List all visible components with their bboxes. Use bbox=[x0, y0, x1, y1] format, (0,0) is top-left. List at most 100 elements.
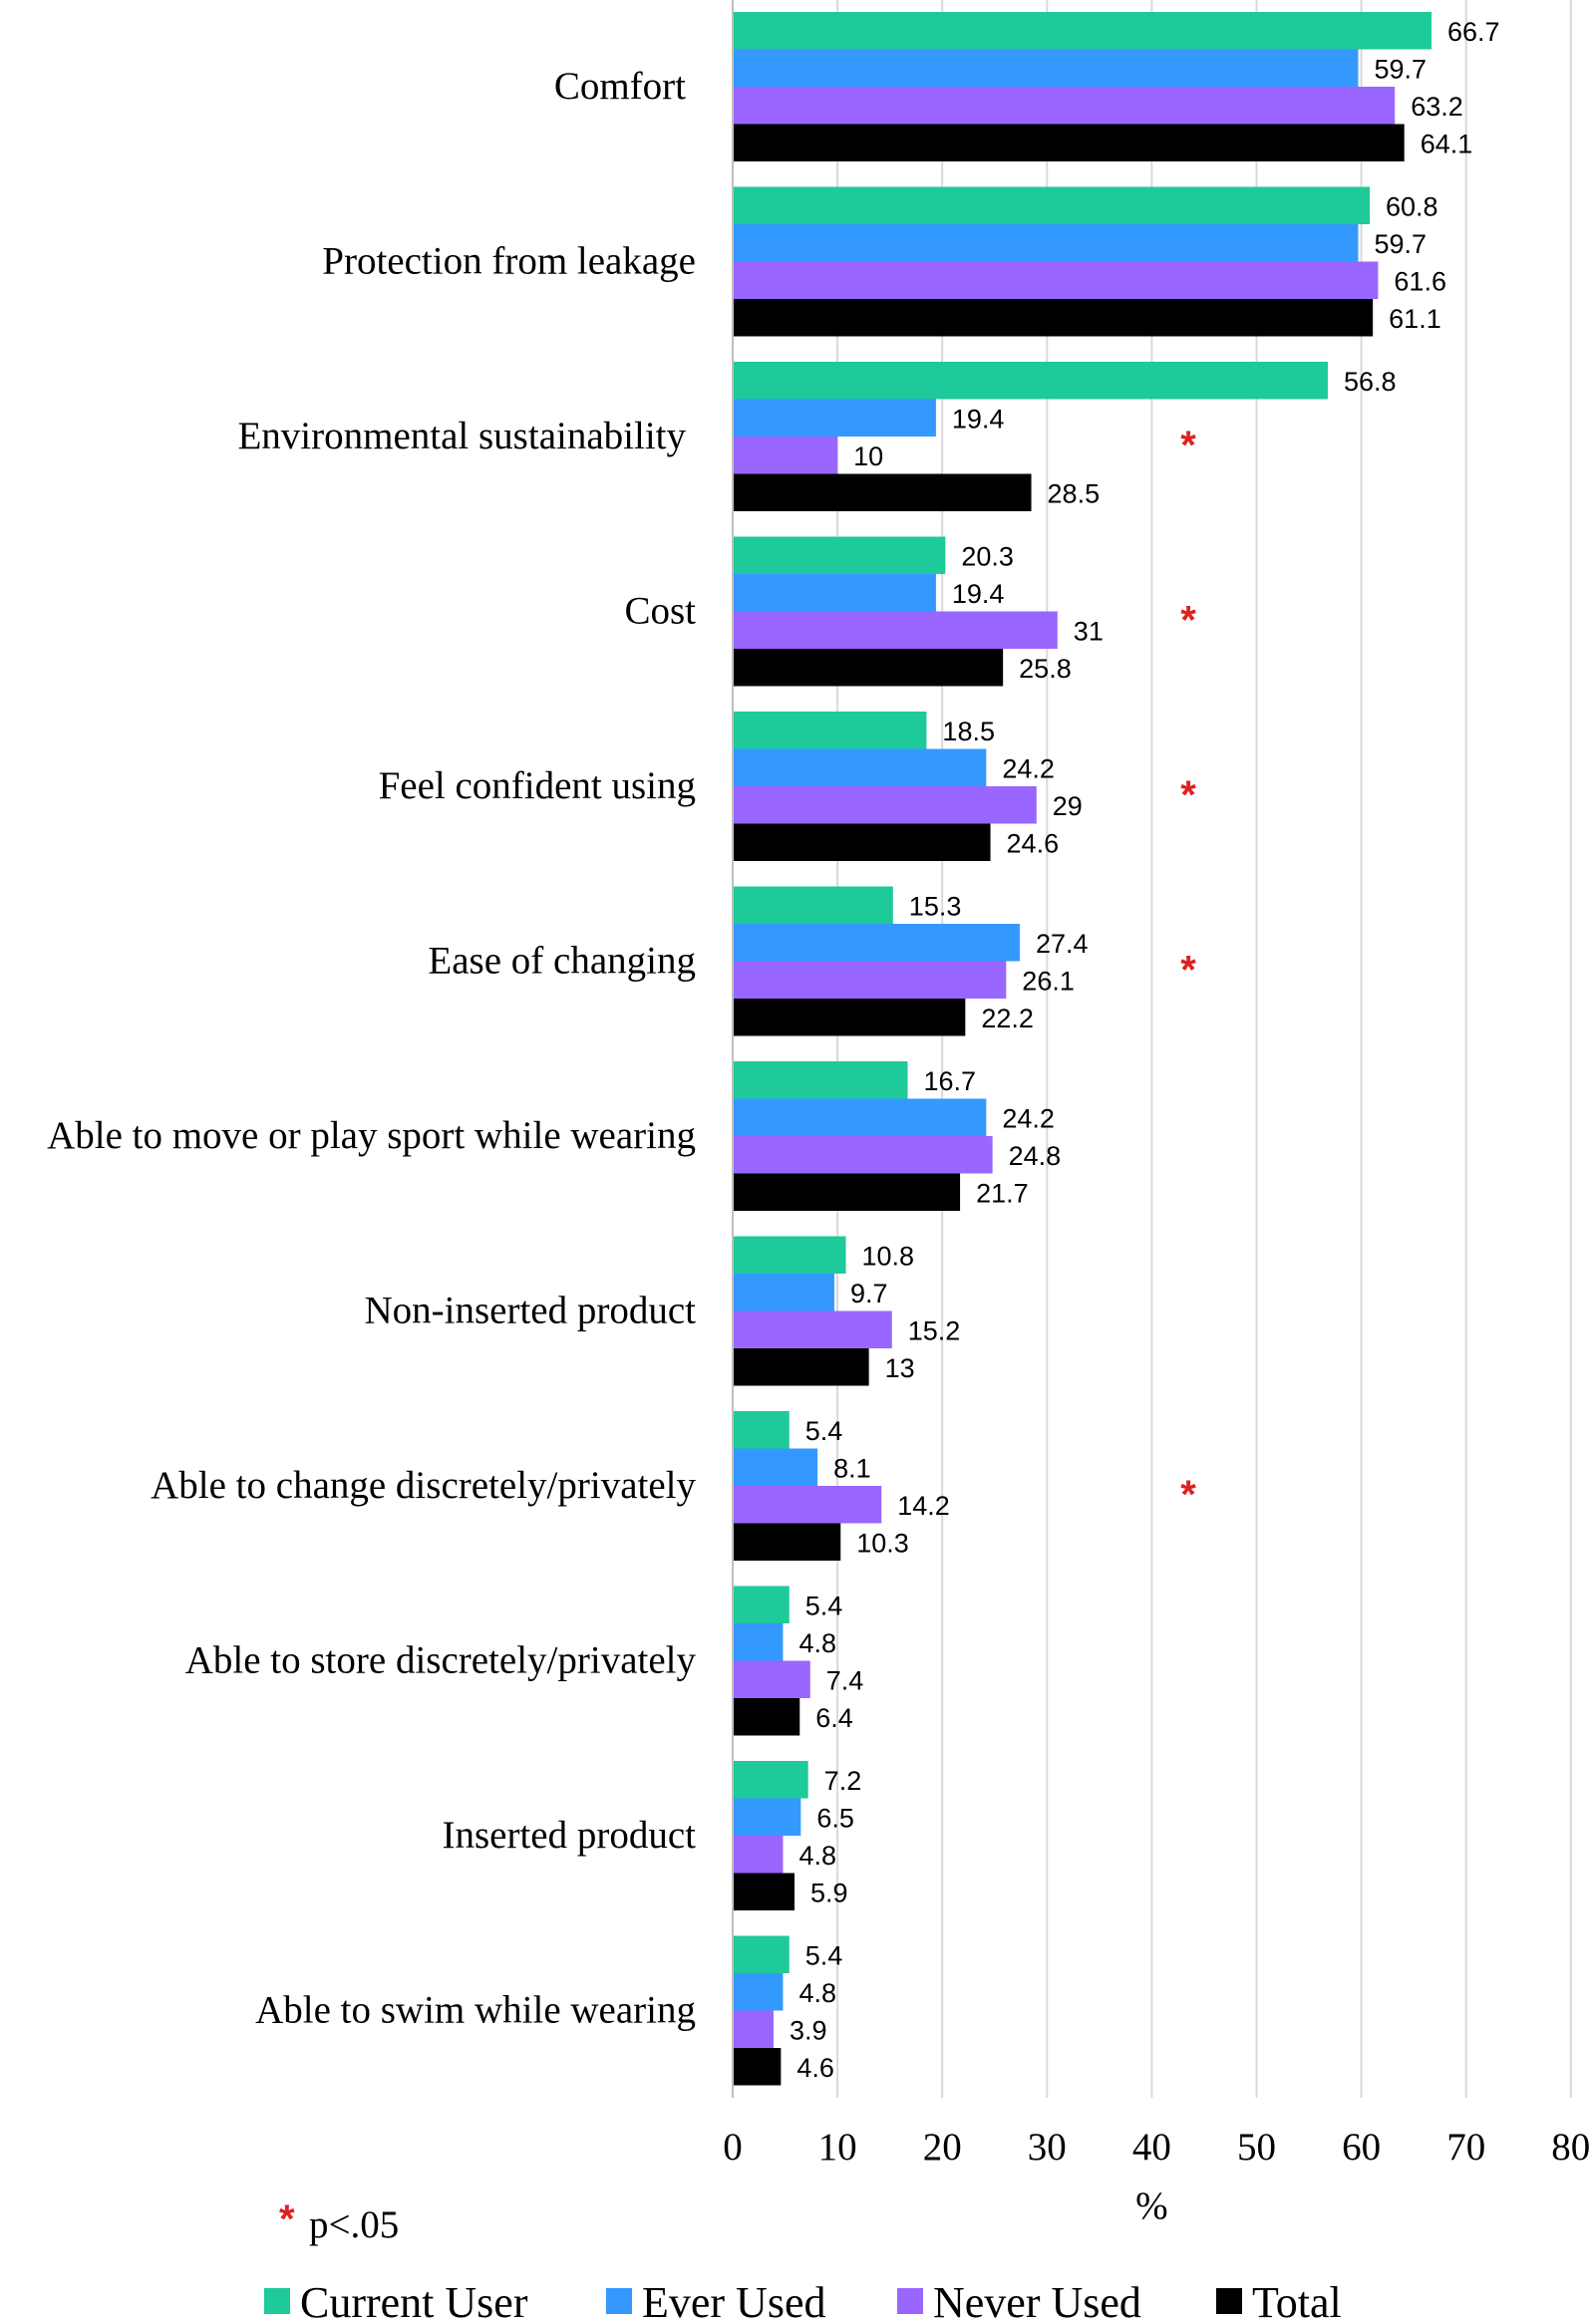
bar-total bbox=[733, 999, 966, 1036]
x-axis-title: % bbox=[1135, 2184, 1168, 2227]
significance-markers: * * * * * bbox=[1180, 424, 1196, 1517]
significance-marker: * bbox=[1180, 1473, 1196, 1517]
significance-marker: * bbox=[1180, 949, 1196, 993]
bar-total bbox=[733, 1173, 961, 1211]
bar-never-used bbox=[733, 1136, 993, 1174]
bar-current-user bbox=[733, 186, 1371, 224]
data-label: 16.7 bbox=[924, 1066, 977, 1096]
bar-current-user bbox=[733, 1761, 808, 1799]
bar-ever-used bbox=[733, 1798, 801, 1836]
category-label: Environmental sustainability bbox=[237, 415, 686, 457]
x-tick-label: 80 bbox=[1551, 2126, 1589, 2169]
x-tick-label: 50 bbox=[1237, 2126, 1276, 2169]
data-label: 64.1 bbox=[1421, 129, 1473, 158]
bar-total bbox=[733, 1523, 841, 1561]
data-label: 19.4 bbox=[952, 404, 1005, 434]
bar-never-used bbox=[733, 1486, 882, 1524]
bar-current-user bbox=[733, 1935, 790, 1973]
data-label: 21.7 bbox=[976, 1178, 1029, 1208]
data-label: 8.1 bbox=[833, 1453, 871, 1483]
category-label: Able to change discretely/privately bbox=[151, 1464, 696, 1507]
significance-marker: * bbox=[1180, 599, 1196, 643]
bar-ever-used bbox=[733, 1623, 784, 1661]
data-label: 24.6 bbox=[1007, 828, 1060, 858]
data-label: 15.3 bbox=[909, 891, 962, 921]
data-label: 24.2 bbox=[1002, 753, 1055, 783]
data-label: 27.4 bbox=[1036, 929, 1089, 959]
data-label: 24.8 bbox=[1009, 1141, 1062, 1171]
data-label: 14.2 bbox=[897, 1491, 950, 1521]
data-label: 61.6 bbox=[1394, 266, 1446, 296]
data-label: 25.8 bbox=[1019, 654, 1072, 684]
bar-never-used bbox=[733, 436, 838, 474]
category-label: Inserted product bbox=[443, 1814, 697, 1857]
bar-never-used bbox=[733, 1660, 810, 1698]
x-tick-label: 20 bbox=[923, 2126, 962, 2169]
category-label: Non-inserted product bbox=[365, 1290, 697, 1332]
bar-total bbox=[733, 823, 991, 861]
legend-swatch-current-user bbox=[264, 2288, 290, 2314]
bar-never-used bbox=[733, 2010, 774, 2048]
x-tick-label: 70 bbox=[1446, 2126, 1485, 2169]
data-label: 4.8 bbox=[798, 1841, 836, 1871]
bar-ever-used bbox=[733, 748, 987, 786]
x-tick-label: 60 bbox=[1342, 2126, 1381, 2169]
bar-total bbox=[733, 2048, 782, 2086]
bar-ever-used bbox=[733, 399, 936, 436]
data-label: 19.4 bbox=[952, 579, 1005, 609]
bar-ever-used bbox=[733, 49, 1359, 87]
bar-never-used bbox=[733, 1310, 892, 1348]
significance-note-text: p<.05 bbox=[309, 2203, 399, 2246]
bar-total bbox=[733, 649, 1004, 687]
bar-never-used bbox=[733, 786, 1037, 824]
data-label: 10.8 bbox=[862, 1241, 915, 1271]
bar-current-user bbox=[733, 886, 893, 924]
value-labels: 66.7 59.7 63.2 64.1 60.8 59.7 61.6 61.1 56.8 19.4… bbox=[790, 17, 1500, 2083]
bar-ever-used bbox=[733, 1448, 818, 1486]
data-label: 7.4 bbox=[826, 1665, 864, 1695]
data-label: 29 bbox=[1053, 791, 1083, 821]
data-label: 5.4 bbox=[805, 1940, 843, 1970]
data-label: 26.1 bbox=[1022, 966, 1075, 996]
bar-ever-used bbox=[733, 574, 936, 612]
data-label: 6.4 bbox=[815, 1703, 853, 1733]
bars bbox=[733, 12, 1432, 2086]
data-label: 3.9 bbox=[790, 2015, 827, 2045]
legend: Current User Ever Used Never Used Total bbox=[264, 2278, 1342, 2324]
bar-current-user bbox=[733, 1586, 790, 1623]
category-label: Ease of changing bbox=[428, 940, 696, 983]
data-label: 9.7 bbox=[850, 1279, 888, 1308]
bar-total bbox=[733, 473, 1032, 511]
data-label: 6.5 bbox=[816, 1803, 854, 1833]
data-label: 28.5 bbox=[1048, 478, 1101, 508]
category-label: Able to store discretely/privately bbox=[185, 1639, 697, 1682]
bar-current-user bbox=[733, 1411, 790, 1449]
category-label: Cost bbox=[624, 590, 696, 633]
legend-label: Total bbox=[1252, 2278, 1342, 2324]
significance-note-marker: * bbox=[279, 2197, 295, 2241]
category-label: Able to swim while wearing bbox=[255, 1989, 696, 2032]
data-label: 24.2 bbox=[1002, 1103, 1055, 1133]
data-label: 63.2 bbox=[1411, 92, 1463, 122]
legend-label: Ever Used bbox=[642, 2278, 826, 2324]
bar-current-user bbox=[733, 362, 1328, 400]
gridlines bbox=[836, 0, 1572, 2098]
data-label: 5.9 bbox=[810, 1878, 848, 1907]
significance-note: * p<.05 bbox=[279, 2197, 399, 2246]
bar-current-user bbox=[733, 1236, 846, 1274]
data-label: 60.8 bbox=[1386, 191, 1438, 221]
data-label: 31 bbox=[1074, 616, 1104, 646]
data-label: 13 bbox=[885, 1353, 915, 1383]
data-label: 59.7 bbox=[1374, 229, 1427, 259]
bar-ever-used bbox=[733, 924, 1020, 962]
data-label: 61.1 bbox=[1389, 304, 1441, 334]
x-tick-label: 0 bbox=[723, 2126, 743, 2169]
bar-never-used bbox=[733, 961, 1007, 999]
category-label: Feel confident using bbox=[379, 764, 696, 807]
bar-current-user bbox=[733, 536, 946, 574]
data-label: 66.7 bbox=[1447, 17, 1500, 47]
data-label: 59.7 bbox=[1374, 54, 1427, 84]
category-label: Protection from leakage bbox=[322, 240, 696, 283]
category-label: Able to move or play sport while wearing bbox=[47, 1114, 696, 1157]
